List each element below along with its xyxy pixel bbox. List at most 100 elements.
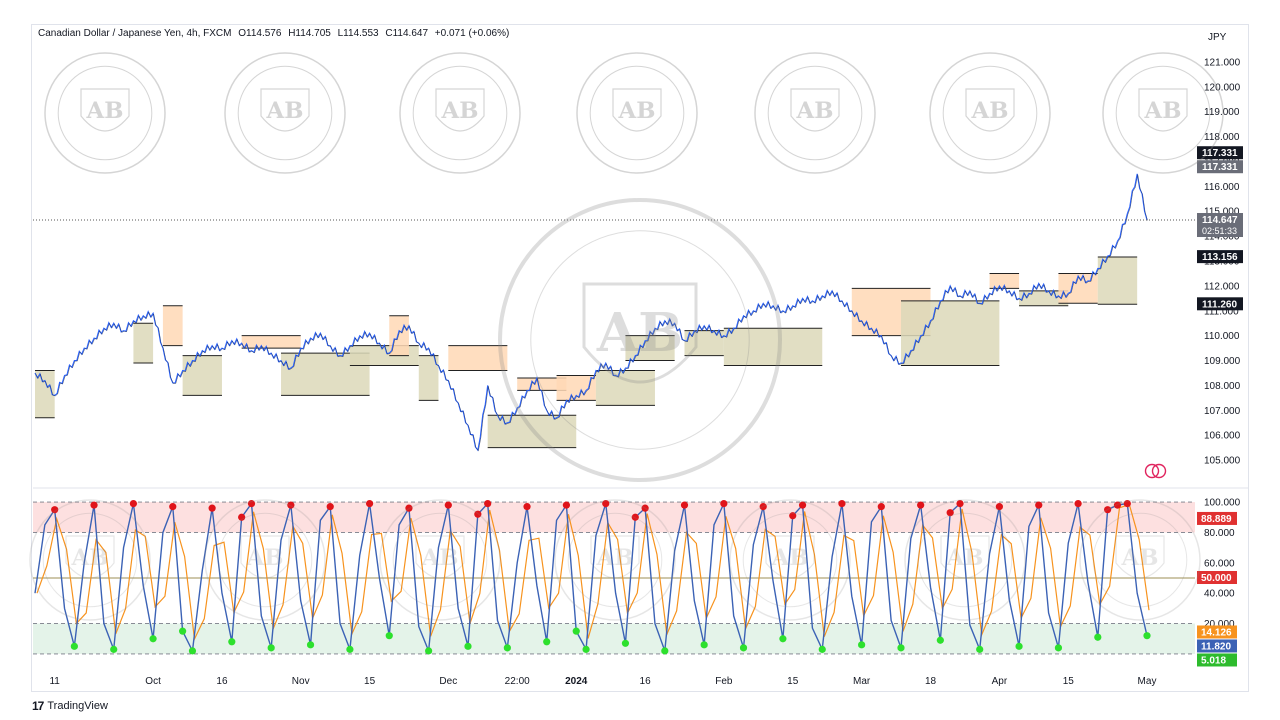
legend-header[interactable]: Canadian Dollar / Japanese Yen, 4h, FXCM…	[38, 28, 513, 39]
time-tick-label: 18	[925, 676, 937, 687]
stoch-d-line	[36, 503, 1150, 642]
price-tick-label: 105.000	[1204, 456, 1241, 467]
time-tick-label: 15	[787, 676, 799, 687]
watermark-ring	[29, 499, 151, 621]
shield-icon	[582, 282, 698, 384]
shield-icon	[590, 535, 640, 579]
oversold-dot	[1143, 632, 1151, 640]
high-value: H114.705	[288, 28, 331, 39]
watermark-inner-ring	[1115, 65, 1211, 161]
overbought-dot	[946, 509, 954, 517]
overbought-dot	[631, 513, 639, 521]
supply-zone	[162, 305, 183, 346]
osc-value-label: 11.820	[1201, 641, 1231, 652]
watermark-inner-ring	[217, 512, 313, 608]
watermark-initials: AB	[796, 98, 834, 124]
time-tick-label: Mar	[853, 676, 871, 687]
symbol-label[interactable]: Canadian Dollar / Japanese Yen, 4h, FXCM	[38, 28, 232, 39]
overbought-dot	[789, 512, 797, 520]
osc-tick-label: 40.000	[1204, 589, 1235, 600]
osc-value-label: 5.018	[1201, 655, 1226, 666]
overbought-dot	[1104, 506, 1112, 514]
watermark-initials: AB	[86, 98, 124, 124]
overbought-dot	[1074, 499, 1082, 508]
oversold-dot	[543, 638, 551, 646]
overbought-dot	[405, 504, 413, 512]
demand-zone	[900, 300, 1000, 366]
oversold-dot	[572, 627, 580, 635]
watermark-ring	[754, 52, 876, 174]
osc-label-box	[1197, 639, 1237, 653]
price-tick-label: 110.000	[1204, 331, 1240, 342]
price-label: 113.156	[1202, 252, 1238, 263]
time-tick-label: 15	[1063, 676, 1075, 687]
overbought-dot	[1035, 501, 1043, 509]
currency-label: JPY	[1208, 32, 1227, 43]
shield-icon	[965, 88, 1015, 132]
price-label: 117.331	[1202, 162, 1238, 173]
price-series-shadow	[35, 174, 1148, 452]
oversold-dot	[267, 644, 275, 652]
watermark-ring	[1102, 52, 1224, 174]
supply-zone	[448, 345, 508, 371]
shield-icon	[435, 88, 485, 132]
oversold-band	[33, 623, 1195, 654]
replay-icon[interactable]	[1144, 463, 1160, 479]
tradingview-brand: TradingView	[47, 700, 108, 712]
overbought-dot	[759, 503, 767, 511]
watermark-logo: AB	[379, 499, 501, 621]
demand-zone	[182, 355, 222, 396]
time-tick-label: Oct	[145, 676, 161, 687]
tradingview-footer[interactable]: 17 TradingView	[32, 699, 108, 713]
watermark-initials: AB	[596, 545, 634, 571]
watermark-inner-ring	[742, 512, 838, 608]
price-tick-label: 111.000	[1204, 306, 1239, 317]
shield-icon	[765, 535, 815, 579]
overbought-dot	[798, 501, 807, 509]
time-tick-label: 2024	[565, 676, 588, 687]
overbought-dot	[877, 503, 885, 511]
oversold-dot	[385, 632, 393, 640]
watermark-logo: AB	[29, 499, 151, 621]
oversold-dot	[700, 641, 708, 649]
demand-zone	[595, 370, 655, 406]
watermark-logo: AB	[204, 499, 326, 621]
watermark-logo: AB	[224, 52, 346, 174]
overbought-dot	[208, 504, 216, 512]
oversold-dot	[621, 639, 630, 647]
overbought-dot	[90, 501, 98, 509]
overbought-dot	[680, 501, 689, 509]
watermark-ring	[399, 52, 521, 174]
watermark-initials: AB	[971, 98, 1009, 124]
oversold-dot	[582, 645, 590, 653]
watermark-logo: AB	[929, 52, 1051, 174]
price-label: 114.647	[1202, 215, 1238, 226]
price-label: 111.260	[1202, 299, 1237, 310]
watermark-logo: AB	[729, 499, 851, 621]
price-label-box	[1197, 160, 1243, 174]
watermark-initials: AB	[596, 301, 683, 364]
close-value: C114.647	[385, 28, 429, 39]
chart-frame	[31, 24, 1249, 692]
price-tick-label: 115.000	[1204, 207, 1240, 218]
time-tick-label: 16	[640, 676, 652, 687]
overbought-dot	[129, 499, 138, 508]
oversold-dot	[425, 647, 433, 655]
price-tick-label: 121.000	[1204, 57, 1241, 68]
watermark-initials: AB	[946, 545, 984, 571]
demand-zone	[1019, 290, 1069, 306]
watermark-initials: AB	[1144, 98, 1182, 124]
low-value: L114.553	[337, 28, 379, 39]
watermark-inner-ring	[589, 65, 685, 161]
time-tick-label: 11	[49, 676, 60, 687]
watermark-logo: AB	[1079, 499, 1201, 621]
oversold-dot	[110, 645, 118, 653]
osc-tick-label: 80.000	[1204, 528, 1235, 539]
osc-tick-label: 60.000	[1204, 558, 1235, 569]
price-tick-label: 116.000	[1204, 182, 1240, 193]
overbought-dot	[995, 503, 1003, 511]
watermark-inner-ring	[917, 512, 1013, 608]
watermark-initials: AB	[71, 545, 109, 571]
osc-value-label: 14.126	[1201, 627, 1232, 638]
